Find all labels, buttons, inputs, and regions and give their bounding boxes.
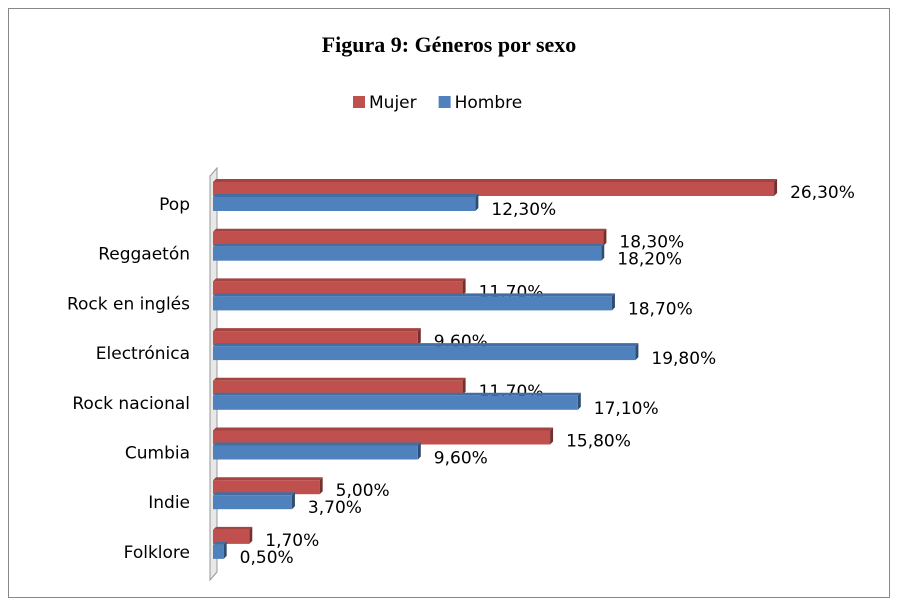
- bar-face: [213, 430, 551, 445]
- bar-side: [249, 526, 253, 544]
- bar-top: [213, 194, 479, 197]
- bar: [213, 243, 605, 261]
- bar-side: [550, 427, 554, 445]
- bar-top: [213, 377, 466, 381]
- bar: [213, 293, 615, 311]
- bar-side: [417, 442, 421, 460]
- bar-side: [611, 293, 615, 311]
- legend-swatch: [438, 96, 451, 108]
- bar-face: [213, 331, 418, 346]
- bar-face: [213, 182, 775, 196]
- bar-side: [223, 541, 227, 559]
- bar-top: [213, 526, 253, 530]
- chart-title: Figura 9: Géneros por sexo: [322, 32, 577, 57]
- data-label: 12,30%: [491, 200, 556, 220]
- data-label: 5,00%: [336, 481, 390, 501]
- bar: [213, 477, 323, 495]
- data-label: 18,70%: [628, 299, 693, 319]
- y-tick-label: Indie: [148, 493, 190, 513]
- y-tick-label: Pop: [159, 195, 190, 215]
- bar: [213, 442, 421, 460]
- bar: [213, 526, 253, 544]
- data-label: 18,20%: [617, 250, 682, 270]
- bar-top: [213, 392, 581, 396]
- bar-top: [213, 541, 227, 545]
- legend-label: Hombre: [455, 93, 523, 113]
- bar: [213, 541, 227, 559]
- bar-face: [213, 395, 578, 410]
- bar: [213, 492, 295, 510]
- bar-top: [213, 243, 605, 247]
- y-tick-label: Folklore: [124, 543, 190, 563]
- bar-face: [213, 544, 224, 559]
- bar-top: [213, 492, 295, 496]
- bar-top: [213, 427, 554, 431]
- bar: [213, 377, 466, 395]
- bar: [213, 228, 607, 246]
- bar-side: [462, 278, 466, 296]
- bar: [213, 179, 778, 196]
- bar-face: [213, 495, 292, 510]
- data-label: 1,70%: [265, 531, 319, 551]
- bar-top: [213, 278, 466, 282]
- data-label: 19,80%: [651, 349, 716, 369]
- data-label: 18,30%: [619, 233, 684, 253]
- bar-face: [213, 281, 463, 296]
- bar-face: [213, 380, 463, 395]
- bar-side: [635, 343, 639, 361]
- bar-face: [213, 246, 602, 261]
- axis-wall: [209, 166, 218, 582]
- bar-top: [213, 228, 607, 232]
- bar-top: [213, 343, 639, 347]
- bar-side: [319, 477, 323, 495]
- data-label: 26,30%: [790, 183, 855, 203]
- bar: [213, 328, 421, 346]
- y-tick-label: Rock nacional: [72, 394, 190, 414]
- bar: [213, 194, 479, 211]
- bar: [213, 278, 466, 296]
- bar-face: [213, 445, 418, 460]
- data-label: 17,10%: [594, 399, 659, 419]
- legend-label: Mujer: [369, 93, 417, 113]
- bar: [213, 427, 554, 445]
- bar-face: [213, 197, 476, 211]
- bar-side: [417, 328, 421, 346]
- bar-side: [462, 377, 466, 395]
- bar-face: [213, 529, 250, 544]
- y-tick-label: Reggaetón: [98, 245, 190, 265]
- bar-side: [774, 179, 778, 196]
- legend-swatch: [353, 96, 365, 108]
- bar-side: [291, 492, 295, 510]
- bar: [213, 343, 639, 361]
- y-tick-label: Electrónica: [96, 344, 190, 364]
- bar-side: [577, 392, 581, 410]
- y-tick-label: Rock en inglés: [67, 294, 190, 314]
- y-tick-label: Cumbia: [125, 444, 190, 464]
- bar-top: [213, 293, 615, 297]
- bar-top: [213, 179, 778, 182]
- data-label: 15,80%: [566, 432, 631, 452]
- bar-side: [603, 228, 607, 246]
- bar-face: [213, 480, 320, 495]
- data-label: 9,60%: [434, 449, 488, 469]
- data-label: 0,50%: [240, 548, 294, 568]
- bar-top: [213, 328, 421, 332]
- bar-face: [213, 296, 612, 311]
- bar-top: [213, 477, 323, 481]
- bar-side: [601, 243, 605, 261]
- bar: [213, 392, 581, 410]
- bar-face: [213, 231, 604, 246]
- bar-face: [213, 346, 636, 361]
- bar-side: [475, 194, 479, 211]
- bar-top: [213, 442, 421, 446]
- data-label: 3,70%: [308, 498, 362, 518]
